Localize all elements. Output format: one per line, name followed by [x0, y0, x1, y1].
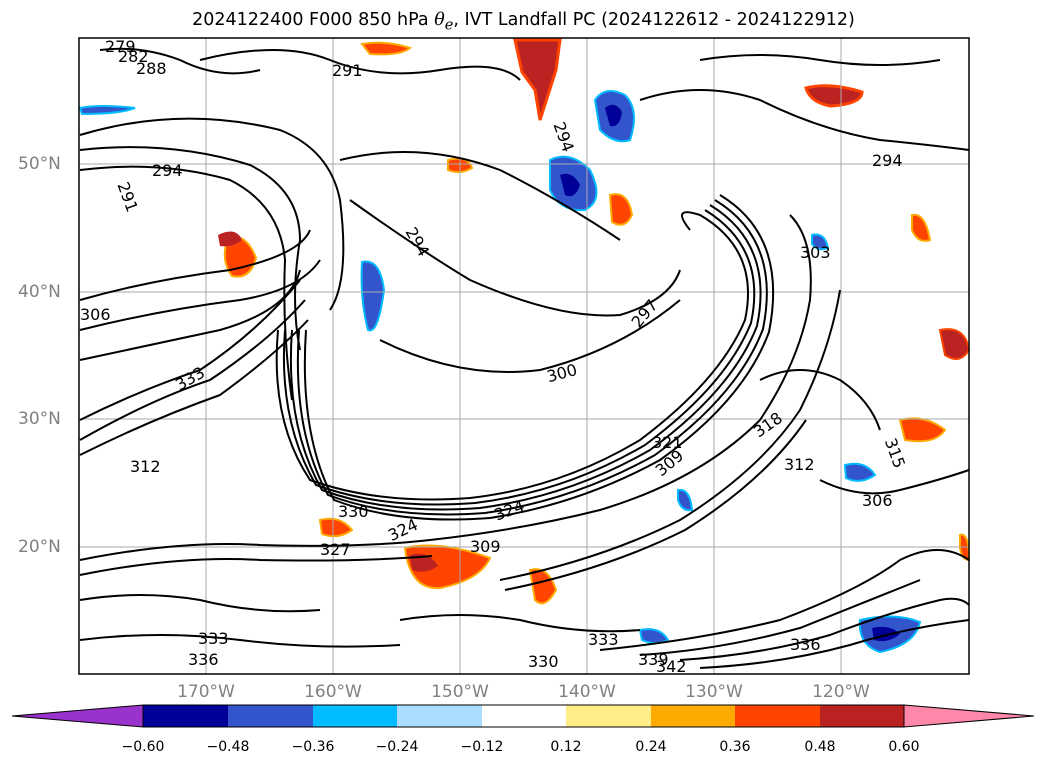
lat-label: 20°N — [18, 537, 61, 557]
colorbar-swatch — [482, 705, 566, 727]
colorbar-tick: 0.48 — [804, 739, 836, 755]
contour-label: 330 — [528, 652, 559, 671]
contour-label: 342 — [656, 657, 687, 676]
colorbar-extend-low — [11, 704, 144, 728]
colorbar-tick: 0.60 — [888, 739, 920, 755]
map-frame — [78, 37, 970, 675]
contour-label: 327 — [320, 540, 351, 559]
lon-label: 140°W — [558, 682, 616, 702]
colorbar-swatch — [143, 705, 228, 727]
contour-label: 312 — [130, 457, 161, 476]
colorbar-tick: −0.12 — [460, 739, 504, 755]
figure-title: 2024122400 F000 850 hPa θe, IVT Landfall… — [192, 10, 855, 34]
colorbar-swatch — [313, 705, 397, 727]
lat-label: 40°N — [18, 282, 61, 302]
lon-label: 160°W — [304, 682, 362, 702]
contour-label: 306 — [80, 305, 111, 324]
contour-label: 312 — [784, 455, 815, 474]
contour-label: 339 — [638, 650, 669, 669]
contour-label: 306 — [862, 491, 893, 510]
colorbar-swatch — [566, 705, 651, 727]
contour-label: 279 — [105, 37, 136, 56]
colorbar-swatch — [820, 705, 904, 727]
graticule — [79, 38, 969, 674]
contour-label: 336 — [790, 635, 821, 654]
colorbar-swatch — [735, 705, 820, 727]
contour-label: 288 — [136, 59, 167, 78]
shaded-regions — [78, 38, 971, 654]
lon-label: 130°W — [685, 682, 743, 702]
lat-label: 50°N — [18, 154, 61, 174]
colorbar-tick: 0.12 — [550, 739, 582, 755]
contour-label: 282 — [118, 47, 149, 66]
lon-label: 150°W — [431, 682, 489, 702]
contour-label: 333 — [588, 630, 619, 649]
contour-label: 291 — [332, 61, 363, 80]
colorbar-extend-high — [903, 704, 1035, 728]
colorbar — [11, 704, 1035, 728]
contour-label: 303 — [800, 243, 831, 262]
lon-label: 120°W — [812, 682, 870, 702]
contour-label: 309 — [470, 537, 501, 556]
colorbar-tick: −0.24 — [375, 739, 419, 755]
map-panel — [79, 38, 969, 674]
colorbar-tick: −0.48 — [206, 739, 250, 755]
contour-label: 294 — [872, 151, 903, 170]
colorbar-tick: −0.36 — [291, 739, 335, 755]
contour-label: 294 — [152, 161, 183, 180]
contour-label: 330 — [338, 502, 369, 521]
contour-label: 336 — [188, 650, 219, 669]
colorbar-swatch — [228, 705, 313, 727]
colorbar-tick: −0.60 — [121, 739, 165, 755]
theta-e-contours — [79, 47, 970, 669]
colorbar-swatch — [651, 705, 735, 727]
colorbar-swatch — [397, 705, 482, 727]
lon-label: 170°W — [177, 682, 235, 702]
lat-label: 30°N — [18, 409, 61, 429]
colorbar-tick: 0.36 — [719, 739, 751, 755]
contour-label: 333 — [198, 629, 229, 648]
colorbar-tick: 0.24 — [635, 739, 667, 755]
contour-label: 321 — [652, 433, 683, 452]
